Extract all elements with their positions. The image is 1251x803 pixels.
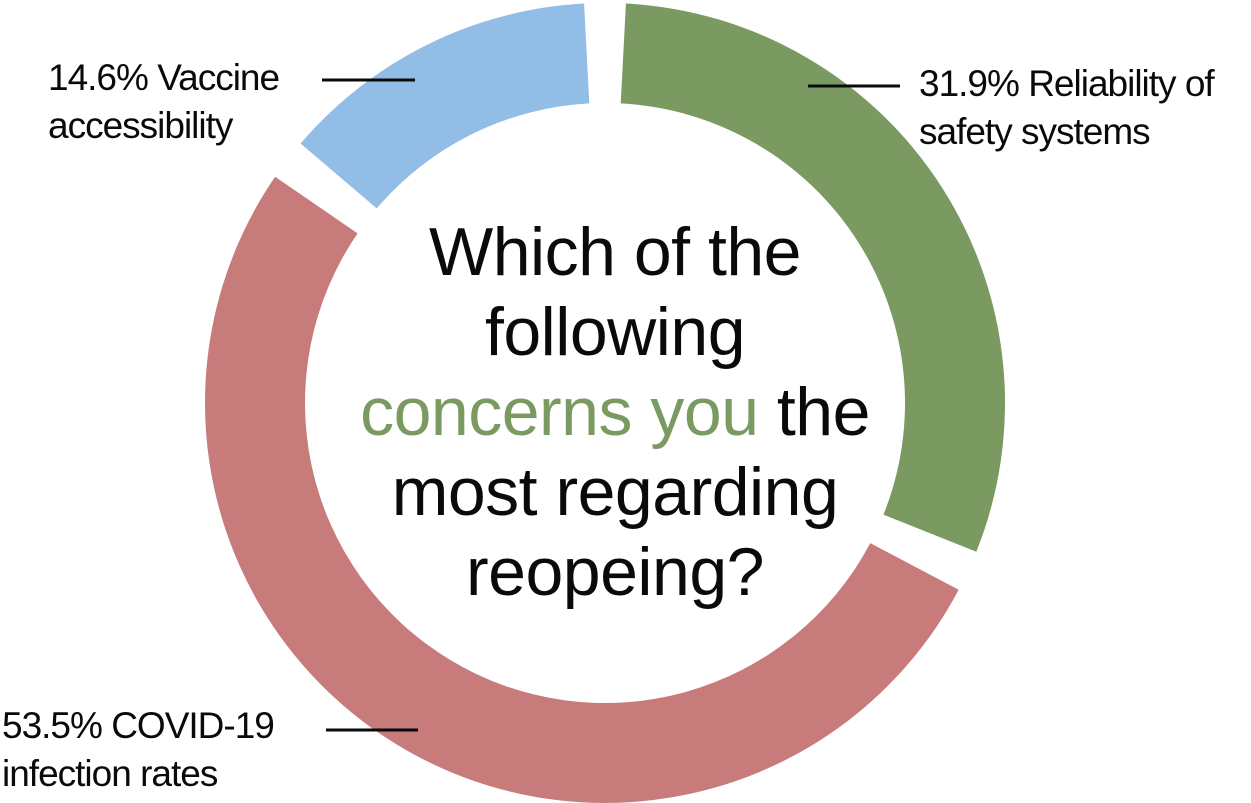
label-reliability: 31.9% Reliability of safety systems [919, 60, 1215, 156]
title-line-1: Which of the [429, 214, 801, 290]
title-line-5: reopeing? [466, 534, 764, 610]
title-line-2: following [484, 294, 746, 370]
label-covid-line-2: infection rates [2, 753, 218, 794]
label-covid: 53.5% COVID-19 infection rates [2, 702, 275, 798]
label-reliability-text-1: Reliability of [1028, 63, 1214, 104]
label-vaccine-pct: 14.6% [48, 57, 149, 98]
label-vaccine-line-1: 14.6% Vaccine [48, 54, 280, 102]
title-line-4: most regarding [391, 454, 839, 530]
label-covid-line-1: 53.5% COVID-19 [2, 702, 275, 750]
donut-slices [205, 3, 1005, 803]
label-vaccine-text-1: Vaccine [157, 57, 280, 98]
label-vaccine-line-2: accessibility [48, 105, 233, 146]
label-reliability-line-1: 31.9% Reliability of [919, 60, 1215, 108]
label-reliability-pct: 31.9% [919, 63, 1020, 104]
chart-title: Which of the following concerns you the … [310, 212, 920, 612]
title-highlight: concerns you [360, 374, 759, 450]
label-covid-pct: 53.5% [2, 705, 103, 746]
donut-slice-vaccine [300, 3, 590, 209]
title-line-3: concerns you the [310, 372, 920, 452]
donut-slice-reliability [620, 3, 1005, 552]
donut-slice-covid [205, 176, 959, 803]
label-covid-text-1: COVID-19 [111, 705, 275, 746]
label-vaccine: 14.6% Vaccine accessibility [48, 54, 280, 150]
title-line-3-rest: the [758, 374, 871, 450]
label-reliability-line-2: safety systems [919, 111, 1151, 152]
